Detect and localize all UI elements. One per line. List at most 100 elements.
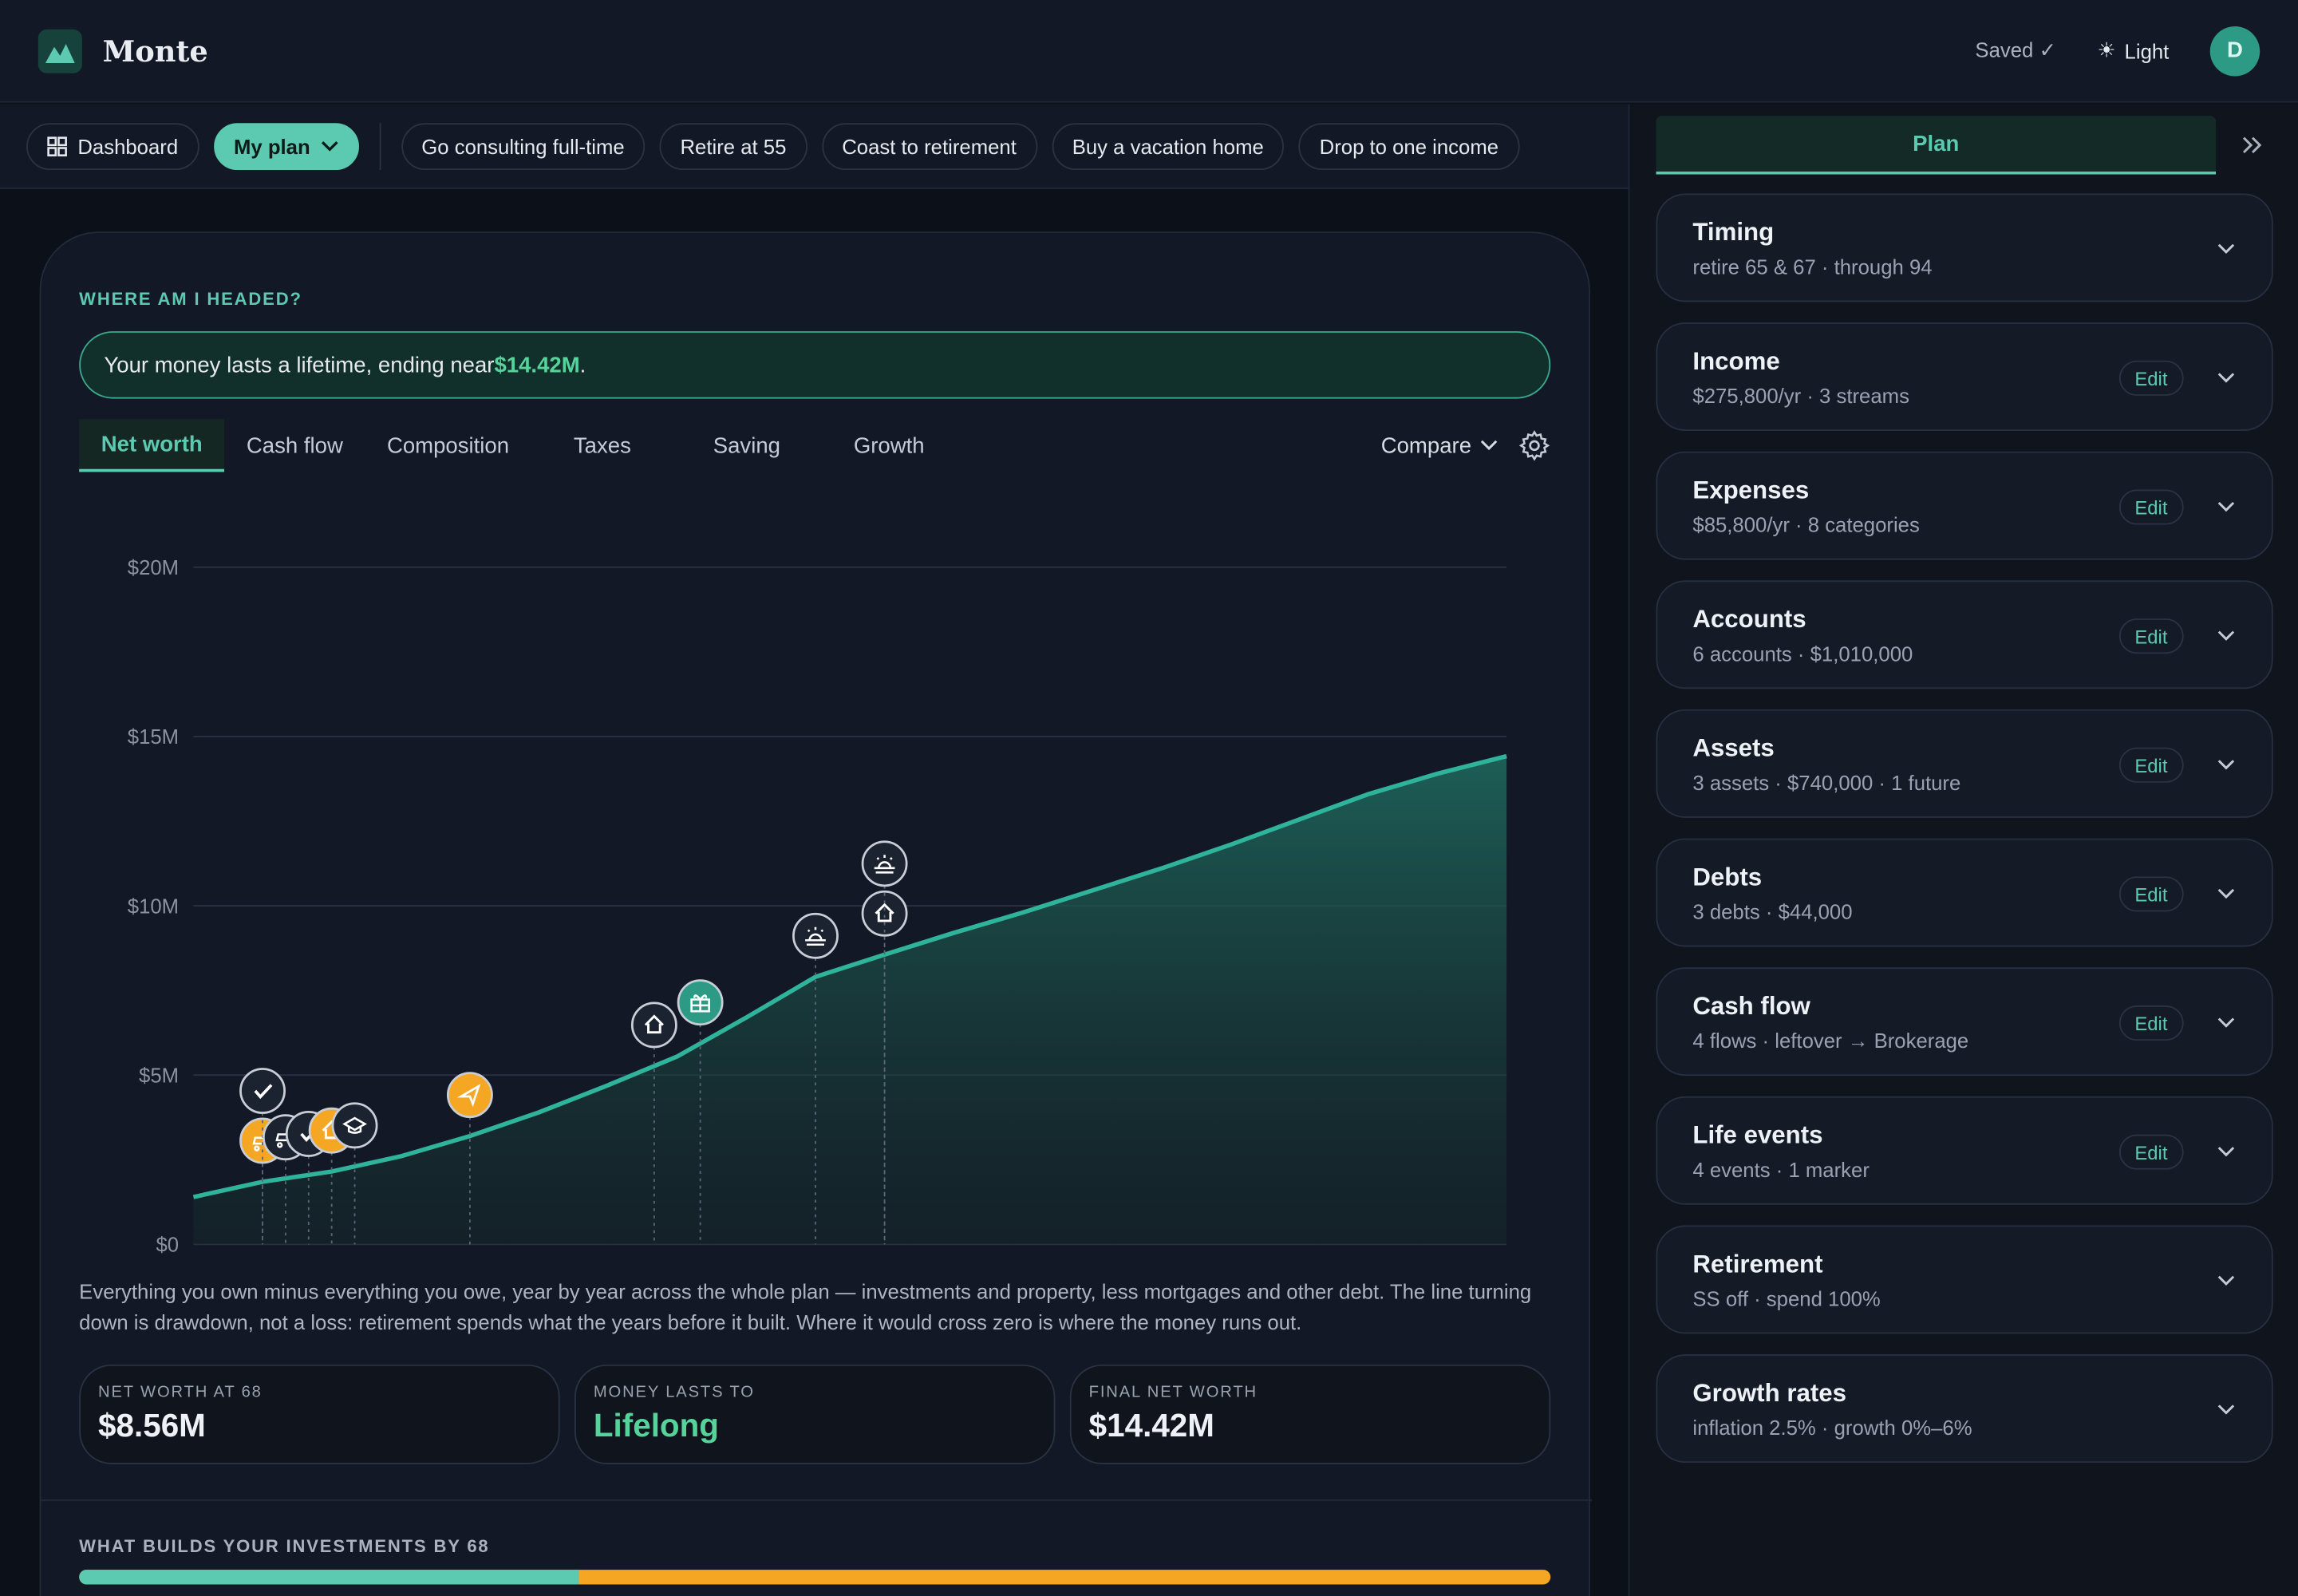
plan-section-income[interactable]: Income $275,800/yr · 3 streams Edit [1656, 322, 2273, 431]
theme-label: Light [2124, 38, 2170, 63]
y-tick-label: $10M [128, 895, 179, 918]
plan-section-expenses[interactable]: Expenses $85,800/yr · 8 categories Edit [1656, 451, 2273, 560]
tab-net-worth[interactable]: Net worth [79, 419, 225, 472]
chevron-down-icon [1480, 440, 1498, 451]
net-worth-line [192, 753, 1507, 1199]
edit-button[interactable]: Edit [2118, 1134, 2184, 1170]
check-icon [254, 1084, 273, 1100]
plan-section-title: Expenses [1692, 476, 1810, 504]
plan-section-title: Cash flow [1692, 992, 1810, 1021]
stat-card: MONEY LASTS TO Lifelong [574, 1364, 1056, 1464]
gift-icon [690, 994, 710, 1013]
avatar[interactable]: D [2209, 26, 2260, 76]
plan-section-timing[interactable]: Timing retire 65 & 67 · through 94 [1656, 193, 2273, 302]
edit-button[interactable]: Edit [2118, 618, 2184, 654]
chevron-down-icon[interactable] [2216, 626, 2237, 646]
chevron-down-icon[interactable] [2216, 368, 2237, 389]
chevron-down-icon[interactable] [2216, 1142, 2237, 1163]
edit-button[interactable]: Edit [2118, 1005, 2184, 1041]
tab-growth[interactable]: Growth [853, 433, 925, 458]
home-icon [875, 903, 894, 922]
scenario-pill[interactable]: Coast to retirement [821, 122, 1037, 170]
plan-section-title: Debts [1692, 863, 1763, 891]
banner-end: . [579, 352, 586, 377]
gear-icon[interactable] [1518, 429, 1550, 461]
projection-card: WHERE AM I HEADED? Your money lasts a li… [39, 231, 1592, 1596]
plan-section-debts[interactable]: Debts 3 debts · $44,000 Edit [1656, 838, 2273, 947]
scenario-pill[interactable]: Drop to one income [1298, 122, 1519, 170]
chevron-down-icon[interactable] [2216, 1400, 2237, 1420]
chevron-down-icon[interactable] [2216, 1013, 2237, 1033]
event-marker [861, 890, 908, 937]
chevron-down-icon[interactable] [2216, 239, 2237, 259]
theme-toggle-button[interactable]: ☀ Light [2097, 38, 2169, 63]
y-tick-label: $20M [128, 557, 179, 579]
y-tick-label: $0 [156, 1235, 179, 1257]
plan-section-assets[interactable]: Assets 3 assets · $740,000 · 1 future Edit [1656, 709, 2273, 818]
banner-highlight: $14.42M [494, 352, 580, 377]
chart-tabs: Net worth Cash flow Composition Taxes Sa… [79, 419, 1550, 472]
edit-button[interactable]: Edit [2118, 360, 2184, 396]
plan-section-title: Timing [1692, 218, 1775, 247]
stat-label: NET WORTH AT 68 [98, 1383, 263, 1401]
tab-saving[interactable]: Saving [713, 433, 780, 458]
plan-section-subtitle: $85,800/yr · 8 categories [1692, 512, 1920, 537]
scenario-pill[interactable]: Buy a vacation home [1051, 122, 1285, 170]
plan-section-cash-flow[interactable]: Cash flow 4 flows · leftover → Brokerage E… [1656, 967, 2273, 1077]
chevron-down-icon[interactable] [2216, 884, 2237, 905]
graduation-cap-icon [342, 1116, 367, 1134]
edit-button[interactable]: Edit [2118, 747, 2184, 783]
sun-icon: ☀ [2097, 38, 2116, 62]
plan-section-subtitle: 4 events · 1 marker [1692, 1157, 1870, 1182]
paper-plane-icon [456, 1084, 481, 1108]
logo-icon[interactable] [38, 28, 82, 73]
plan-section-subtitle: inflation 2.5% · growth 0%–6% [1692, 1416, 1972, 1440]
stat-value: $14.42M [1088, 1407, 1214, 1444]
collapse-panel-icon[interactable] [2238, 130, 2268, 160]
event-marker [331, 1102, 378, 1149]
stat-label: FINAL NET WORTH [1088, 1383, 1258, 1401]
scenario-pill[interactable]: Go consulting full-time [401, 122, 646, 170]
plan-section-subtitle: SS off · spend 100% [1692, 1286, 1881, 1311]
saved-status: Saved ✓ [1975, 38, 2057, 62]
tab-plan[interactable]: Plan [1656, 116, 2217, 175]
chevron-down-icon[interactable] [2216, 1270, 2237, 1291]
section-eyebrow: WHERE AM I HEADED? [79, 288, 302, 310]
plan-section-life-events[interactable]: Life events 4 events · 1 marker Edit [1656, 1096, 2273, 1205]
chevron-down-icon[interactable] [2216, 497, 2237, 518]
sunset-icon [805, 926, 826, 946]
grid-icon [47, 136, 67, 156]
chart-description: Everything you own minus everything you … [79, 1279, 1532, 1334]
tab-cash-flow[interactable]: Cash flow [246, 433, 343, 458]
dashboard-button[interactable]: Dashboard [26, 122, 199, 170]
compare-dropdown[interactable]: Compare [1381, 433, 1498, 458]
edit-button[interactable]: Edit [2118, 489, 2184, 525]
active-plan-dropdown[interactable]: My plan [213, 122, 359, 170]
event-marker [446, 1072, 493, 1119]
plan-section-title: Growth rates [1692, 1379, 1846, 1408]
stat-value: $8.56M [98, 1407, 206, 1444]
home-icon [644, 1014, 664, 1034]
tab-composition[interactable]: Composition [386, 433, 510, 458]
stat-value: Lifelong [593, 1407, 719, 1444]
plan-section-subtitle: 3 assets · $740,000 · 1 future [1692, 771, 1961, 795]
chevron-down-icon [321, 140, 338, 151]
scenario-divider [379, 122, 381, 170]
net-worth-area [193, 756, 1507, 1245]
stat-card: FINAL NET WORTH $14.42M [1069, 1364, 1551, 1464]
scenario-pill[interactable]: Retire at 55 [659, 122, 807, 170]
plan-section-growth-rates[interactable]: Growth rates inflation 2.5% · growth 0%–6… [1656, 1354, 2273, 1464]
y-tick-label: $15M [128, 726, 179, 749]
plan-section-retirement[interactable]: Retirement SS off · spend 100% [1656, 1225, 2273, 1334]
plan-section-accounts[interactable]: Accounts 6 accounts · $1,010,000 Edit [1656, 580, 2273, 689]
edit-button[interactable]: Edit [2118, 876, 2184, 912]
outcome-banner: Your money lasts a lifetime, ending near… [79, 331, 1551, 399]
tab-taxes[interactable]: Taxes [573, 433, 631, 458]
chevron-down-icon[interactable] [2216, 755, 2237, 776]
plan-section-subtitle: 6 accounts · $1,010,000 [1692, 642, 1913, 666]
plan-section-subtitle: 4 flows · leftover → Brokerage [1692, 1029, 1969, 1053]
plan-section-subtitle: 3 debts · $44,000 [1692, 899, 1853, 924]
builds-progress-bar [79, 1570, 1551, 1585]
stats-row: NET WORTH AT 68 $8.56M MONEY LASTS TO Li… [79, 1364, 1551, 1464]
